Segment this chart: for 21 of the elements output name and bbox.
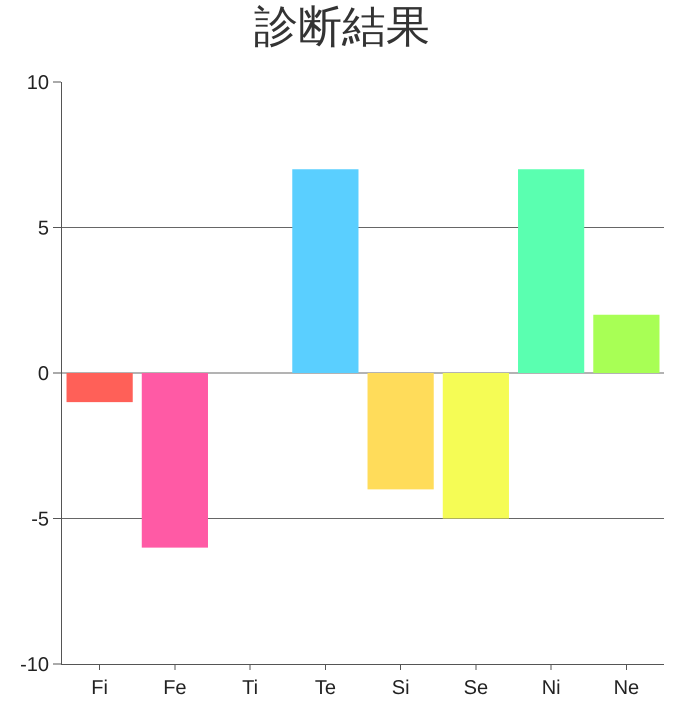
- x-tick-label: Te: [314, 677, 336, 699]
- x-tick-label: Se: [464, 677, 488, 699]
- y-tick-label: 0: [38, 363, 49, 385]
- x-tick-label: Fi: [91, 677, 108, 699]
- bar: [593, 314, 660, 373]
- bar: [518, 169, 584, 373]
- x-tick-label: Ne: [614, 677, 640, 699]
- bar: [292, 169, 358, 373]
- y-tick-label: 10: [26, 72, 49, 94]
- x-tick-label: Si: [392, 677, 410, 699]
- chart-title: 診断結果: [254, 2, 430, 52]
- bar: [368, 373, 434, 490]
- bar: [66, 373, 133, 402]
- x-tick-label: Ti: [242, 677, 258, 699]
- y-tick-label: 5: [38, 218, 49, 240]
- y-tick-label: -10: [20, 654, 49, 676]
- bar: [142, 373, 208, 548]
- x-tick-label: Fe: [163, 677, 187, 699]
- y-tick-label: -5: [31, 508, 49, 530]
- x-tick-label: Ni: [542, 677, 561, 699]
- bar: [442, 373, 509, 518]
